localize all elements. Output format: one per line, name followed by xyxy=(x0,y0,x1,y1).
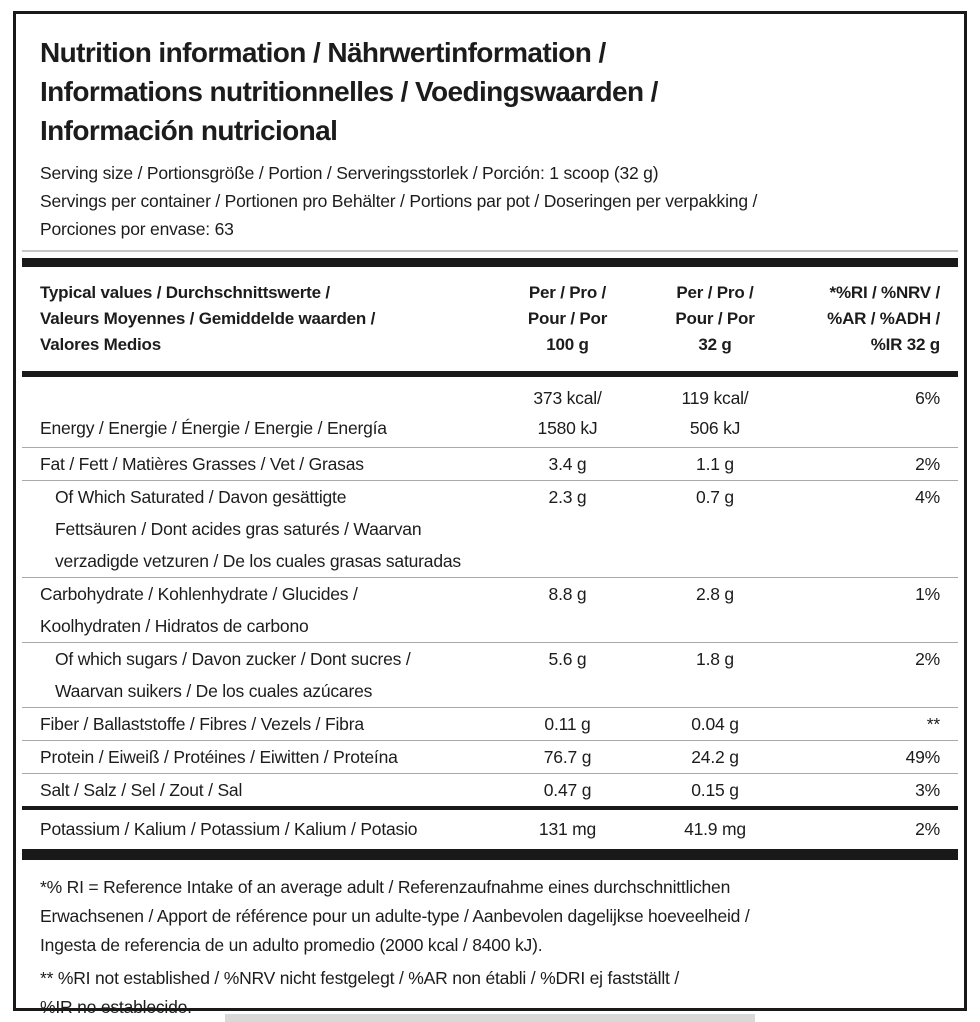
fiber-row: Fiber / Ballaststoffe / Fibres / Vezels … xyxy=(16,708,964,740)
salt-per32: 0.15 g xyxy=(691,780,739,800)
fat-label: Fat / Fett / Matières Grasses / Vet / Gr… xyxy=(40,454,364,474)
footnote-not-established: ** %RI not established / %NRV nicht fest… xyxy=(40,968,680,1017)
salt-row: Salt / Salz / Sel / Zout / Sal 0.47 g 0.… xyxy=(16,774,964,806)
title-line-1: Nutrition information / Nährwertinformat… xyxy=(40,37,606,68)
row-divider xyxy=(22,740,958,741)
fat-per32: 1.1 g xyxy=(696,454,734,474)
carbohydrate-per32: 2.8 g xyxy=(696,584,734,604)
fat-per100: 3.4 g xyxy=(548,454,587,474)
sugars-label: Of which sugars / Davon zucker / Dont su… xyxy=(55,649,411,701)
row-divider xyxy=(22,480,958,481)
energy-row: Energy / Energie / Énergie / Energie / E… xyxy=(16,377,964,447)
carbohydrate-ri: 1% xyxy=(915,584,940,604)
thick-bar-header-bottom xyxy=(22,371,958,377)
row-divider xyxy=(22,577,958,578)
protein-per32: 24.2 g xyxy=(691,747,739,767)
row-divider xyxy=(22,642,958,643)
nutrition-label: Nutrition information / Nährwertinformat… xyxy=(13,11,967,1017)
protein-per100: 76.7 g xyxy=(543,747,592,767)
salt-ri: 3% xyxy=(915,780,940,800)
footnote-reference-intake: *% RI = Reference Intake of an average a… xyxy=(40,877,750,955)
fat-ri: 2% xyxy=(915,454,940,474)
energy-per100: 373 kcal/ 1580 kJ xyxy=(533,388,602,438)
row-divider xyxy=(22,447,958,448)
protein-ri: 49% xyxy=(905,747,941,767)
sugars-per100: 5.6 g xyxy=(548,649,587,669)
saturated-fat-per100: 2.3 g xyxy=(548,487,587,507)
fiber-ri: ** xyxy=(926,714,940,734)
fiber-per32: 0.04 g xyxy=(691,714,739,734)
servings-per-container-text: Servings per container / Portionen pro B… xyxy=(40,191,758,211)
row-divider-medium xyxy=(22,806,958,810)
serving-size-text: Serving size / Portionsgröße / Portion /… xyxy=(40,163,659,183)
header-typical-values: Typical values / Durchschnittswerte / Va… xyxy=(40,283,376,354)
row-divider xyxy=(22,707,958,708)
servings-per-container-text-cont: Porciones por envase: 63 xyxy=(40,219,234,239)
sugars-ri: 2% xyxy=(915,649,940,669)
energy-label: Energy / Energie / Énergie / Energie / E… xyxy=(40,418,387,438)
potassium-ri: 2% xyxy=(915,819,940,839)
page-title: Nutrition information / Nährwertinformat… xyxy=(16,14,964,150)
footnotes: *% RI = Reference Intake of an average a… xyxy=(16,860,964,1022)
salt-per100: 0.47 g xyxy=(543,780,592,800)
salt-label: Salt / Salz / Sel / Zout / Sal xyxy=(40,780,243,800)
header-ri-percent: *%RI / %NRV / %AR / %ADH / %IR 32 g xyxy=(827,283,940,354)
sugars-per32: 1.8 g xyxy=(696,649,734,669)
scan-edge-shadow xyxy=(225,1014,755,1022)
saturated-fat-per32: 0.7 g xyxy=(696,487,734,507)
fat-row: Fat / Fett / Matières Grasses / Vet / Gr… xyxy=(16,448,964,480)
potassium-label: Potassium / Kalium / Potassium / Kalium … xyxy=(40,819,418,839)
sugars-row: Of which sugars / Davon zucker / Dont su… xyxy=(16,643,964,707)
row-divider xyxy=(22,773,958,774)
header-per-100g: Per / Pro / Pour / Por 100 g xyxy=(527,283,608,354)
carbohydrate-row: Carbohydrate / Kohlenhydrate / Glucides … xyxy=(16,578,964,642)
energy-ri: 6% xyxy=(915,388,940,408)
title-line-3: Información nutricional xyxy=(40,115,338,146)
protein-row: Protein / Eiweiß / Protéines / Eiwitten … xyxy=(16,741,964,773)
title-line-2: Informations nutritionnelles / Voedingsw… xyxy=(40,76,658,107)
serving-info: Serving size / Portionsgröße / Portion /… xyxy=(16,150,964,243)
header-per-32g: Per / Pro / Pour / Por 32 g xyxy=(675,283,755,354)
thick-bar-top xyxy=(22,258,958,267)
fiber-label: Fiber / Ballaststoffe / Fibres / Vezels … xyxy=(40,714,364,734)
thin-rule-top xyxy=(22,250,958,252)
thick-bar-bottom xyxy=(22,849,958,860)
carbohydrate-per100: 8.8 g xyxy=(548,584,587,604)
energy-per32: 119 kcal/ 506 kJ xyxy=(681,388,749,438)
nutrition-table-body: Energy / Energie / Énergie / Energie / E… xyxy=(16,377,964,849)
carbohydrate-label: Carbohydrate / Kohlenhydrate / Glucides … xyxy=(40,584,358,636)
fiber-per100: 0.11 g xyxy=(544,714,591,734)
table-header: Typical values / Durchschnittswerte / Va… xyxy=(16,267,964,371)
potassium-row: Potassium / Kalium / Potassium / Kalium … xyxy=(16,810,964,849)
potassium-per100: 131 mg xyxy=(538,819,597,839)
protein-label: Protein / Eiweiß / Protéines / Eiwitten … xyxy=(40,747,398,767)
saturated-fat-row: Of Which Saturated / Davon gesättigte Fe… xyxy=(16,481,964,577)
potassium-per32: 41.9 mg xyxy=(684,819,746,839)
saturated-fat-ri: 4% xyxy=(915,487,940,507)
saturated-fat-label: Of Which Saturated / Davon gesättigte Fe… xyxy=(55,487,461,571)
